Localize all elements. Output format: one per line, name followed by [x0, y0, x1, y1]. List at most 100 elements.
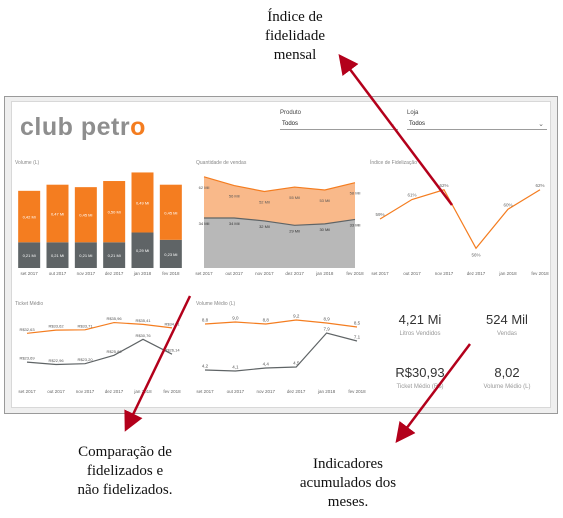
bar-data-label: 0,42 Mi: [23, 215, 36, 220]
annotation-indicators: Indicadores acumulados dos meses.: [278, 455, 418, 512]
arrow-to-indicators: [395, 343, 471, 443]
bar-loyal: [74, 187, 97, 243]
bar-data-label: 0,21 Mi: [51, 253, 64, 258]
chart-title-sales: Quantidade de vendas: [196, 160, 247, 166]
line-data-label: R$35,96: [106, 316, 122, 321]
x-tick-label: set 2017: [21, 271, 39, 276]
x-tick-label: dez 2017: [287, 389, 306, 394]
annotation-line: fidelizados e: [86, 463, 164, 479]
chevron-down-icon: ⌄: [538, 121, 544, 128]
line-data-label: R$34,31: [164, 321, 180, 326]
line-data-label: 61%: [407, 193, 416, 198]
line-data-label: R$23,20: [77, 357, 93, 362]
line-data-label: 9,0: [232, 316, 239, 321]
kpi-liters-label: Litros Vendidos: [399, 331, 441, 337]
line-data-label: 56%: [471, 252, 480, 257]
line-data-label: 62%: [535, 183, 544, 188]
x-tick-label: fev 2018: [162, 271, 180, 276]
line-data-label: 62%: [439, 183, 448, 188]
area-data-label: 33 Mil: [350, 222, 361, 227]
x-tick-label: set 2017: [196, 389, 214, 394]
x-tick-label: set 2017: [195, 271, 213, 276]
bar-data-label: 0,29 Mi: [136, 248, 149, 253]
bar-loyal: [131, 172, 154, 233]
series-line-loyal: [26, 321, 173, 334]
kpi-ticket-value: R$30,93: [395, 365, 445, 380]
series-line-nonloyal: [204, 332, 358, 372]
area-data-label: 34 Mil: [229, 221, 240, 226]
line-data-label: R$33,62: [48, 324, 64, 329]
kpi-ticket-label: Ticket Médio (R$): [396, 384, 444, 390]
x-tick-label: out 2017: [225, 271, 243, 276]
x-tick-label: out 2017: [403, 271, 421, 276]
area-nonloyal: [204, 217, 355, 268]
bar-nonloyal: [18, 242, 41, 268]
x-tick-label: dez 2017: [467, 271, 486, 276]
bar-data-label: 0,49 Mi: [136, 200, 149, 205]
area-data-label: 34 Mil: [199, 221, 210, 226]
area-data-label: 32 Mil: [259, 224, 270, 229]
filter-select-loja[interactable]: Todos ⌄: [407, 119, 547, 130]
x-tick-label: dez 2017: [105, 271, 124, 276]
x-tick-label: out 2017: [49, 271, 67, 276]
bar-data-label: 0,23 Mi: [164, 252, 177, 257]
x-tick-label: fev 2018: [163, 389, 181, 394]
chart-title-ticket: Ticket Médio: [15, 301, 44, 307]
annotation-loyalty-index: Índice de fidelidade mensal: [245, 8, 345, 65]
x-tick-label: nov 2017: [77, 271, 96, 276]
line-data-label: 8,8: [202, 318, 209, 323]
x-tick-label: jan 2018: [133, 271, 152, 276]
line-data-label: 59%: [375, 212, 384, 217]
bar-loyal: [46, 184, 69, 243]
line-data-label: 8,5: [354, 321, 361, 326]
x-tick-label: set 2017: [371, 271, 389, 276]
bar-data-label: 0,21 Mi: [23, 253, 36, 258]
area-loyal: [204, 176, 355, 226]
bar-data-label: 0,45 Mi: [164, 210, 177, 215]
annotation-line: Indicadores: [313, 456, 383, 472]
kpi-liters-value: 4,21 Mi: [398, 312, 442, 327]
club-petro-logo: club petro: [20, 113, 146, 141]
area-data-label: 53 Mil: [319, 198, 330, 203]
annotation-line: meses.: [327, 494, 369, 510]
kpi-avg-volume-label: Volume Médio (L): [483, 384, 531, 390]
x-tick-label: nov 2017: [435, 271, 454, 276]
line-data-label: R$33,71: [77, 323, 93, 328]
line-data-label: 60%: [503, 202, 512, 207]
filter-label-produto: Produto: [280, 110, 302, 116]
bar-nonloyal: [103, 242, 126, 268]
bar-data-label: 0,21 Mi: [108, 253, 121, 258]
bar-nonloyal: [46, 242, 69, 268]
arrow-to-loyalty-index: [338, 54, 453, 206]
x-tick-label: out 2017: [47, 389, 65, 394]
filter-label-loja: Loja: [407, 110, 419, 116]
bar-data-label: 0,47 Mi: [51, 211, 64, 216]
series-line-loyal: [204, 319, 358, 328]
x-tick-label: jan 2018: [315, 271, 334, 276]
line-data-label: R$23,69: [19, 356, 35, 361]
line-data-label: R$26,14: [164, 348, 180, 353]
bar-nonloyal: [74, 242, 97, 268]
line-data-label: 7,1: [354, 335, 361, 340]
chart-title-volume: Volume (L): [15, 160, 40, 166]
line-data-label: 4,5: [293, 361, 300, 366]
annotation-line: Índice de: [267, 9, 323, 25]
series-line-loyal: [203, 176, 356, 193]
arrow-to-comparison: [124, 295, 192, 432]
annotation-line: Comparação de: [78, 444, 172, 460]
annotation-line: acumulados dos: [299, 475, 397, 491]
line-data-label: R$32,63: [19, 327, 35, 332]
area-data-label: 30 Mil: [319, 227, 330, 232]
chart-title-loyalty: Índice de Fidelização: [370, 160, 417, 166]
bar-data-label: 0,21 Mi: [79, 253, 92, 258]
chart-title-avg-volume: Volume Médio (L): [196, 301, 236, 307]
x-tick-label: fev 2018: [346, 271, 364, 276]
kpi-sales-label: Vendas: [496, 331, 518, 337]
annotation-line: mensal: [273, 47, 317, 63]
x-tick-label: dez 2017: [105, 389, 124, 394]
line-data-label: R$25,80: [106, 349, 122, 354]
bar-nonloyal: [131, 232, 154, 268]
kpi-avg-volume-value: 8,02: [494, 365, 520, 380]
line-data-label: 4,4: [263, 362, 270, 367]
